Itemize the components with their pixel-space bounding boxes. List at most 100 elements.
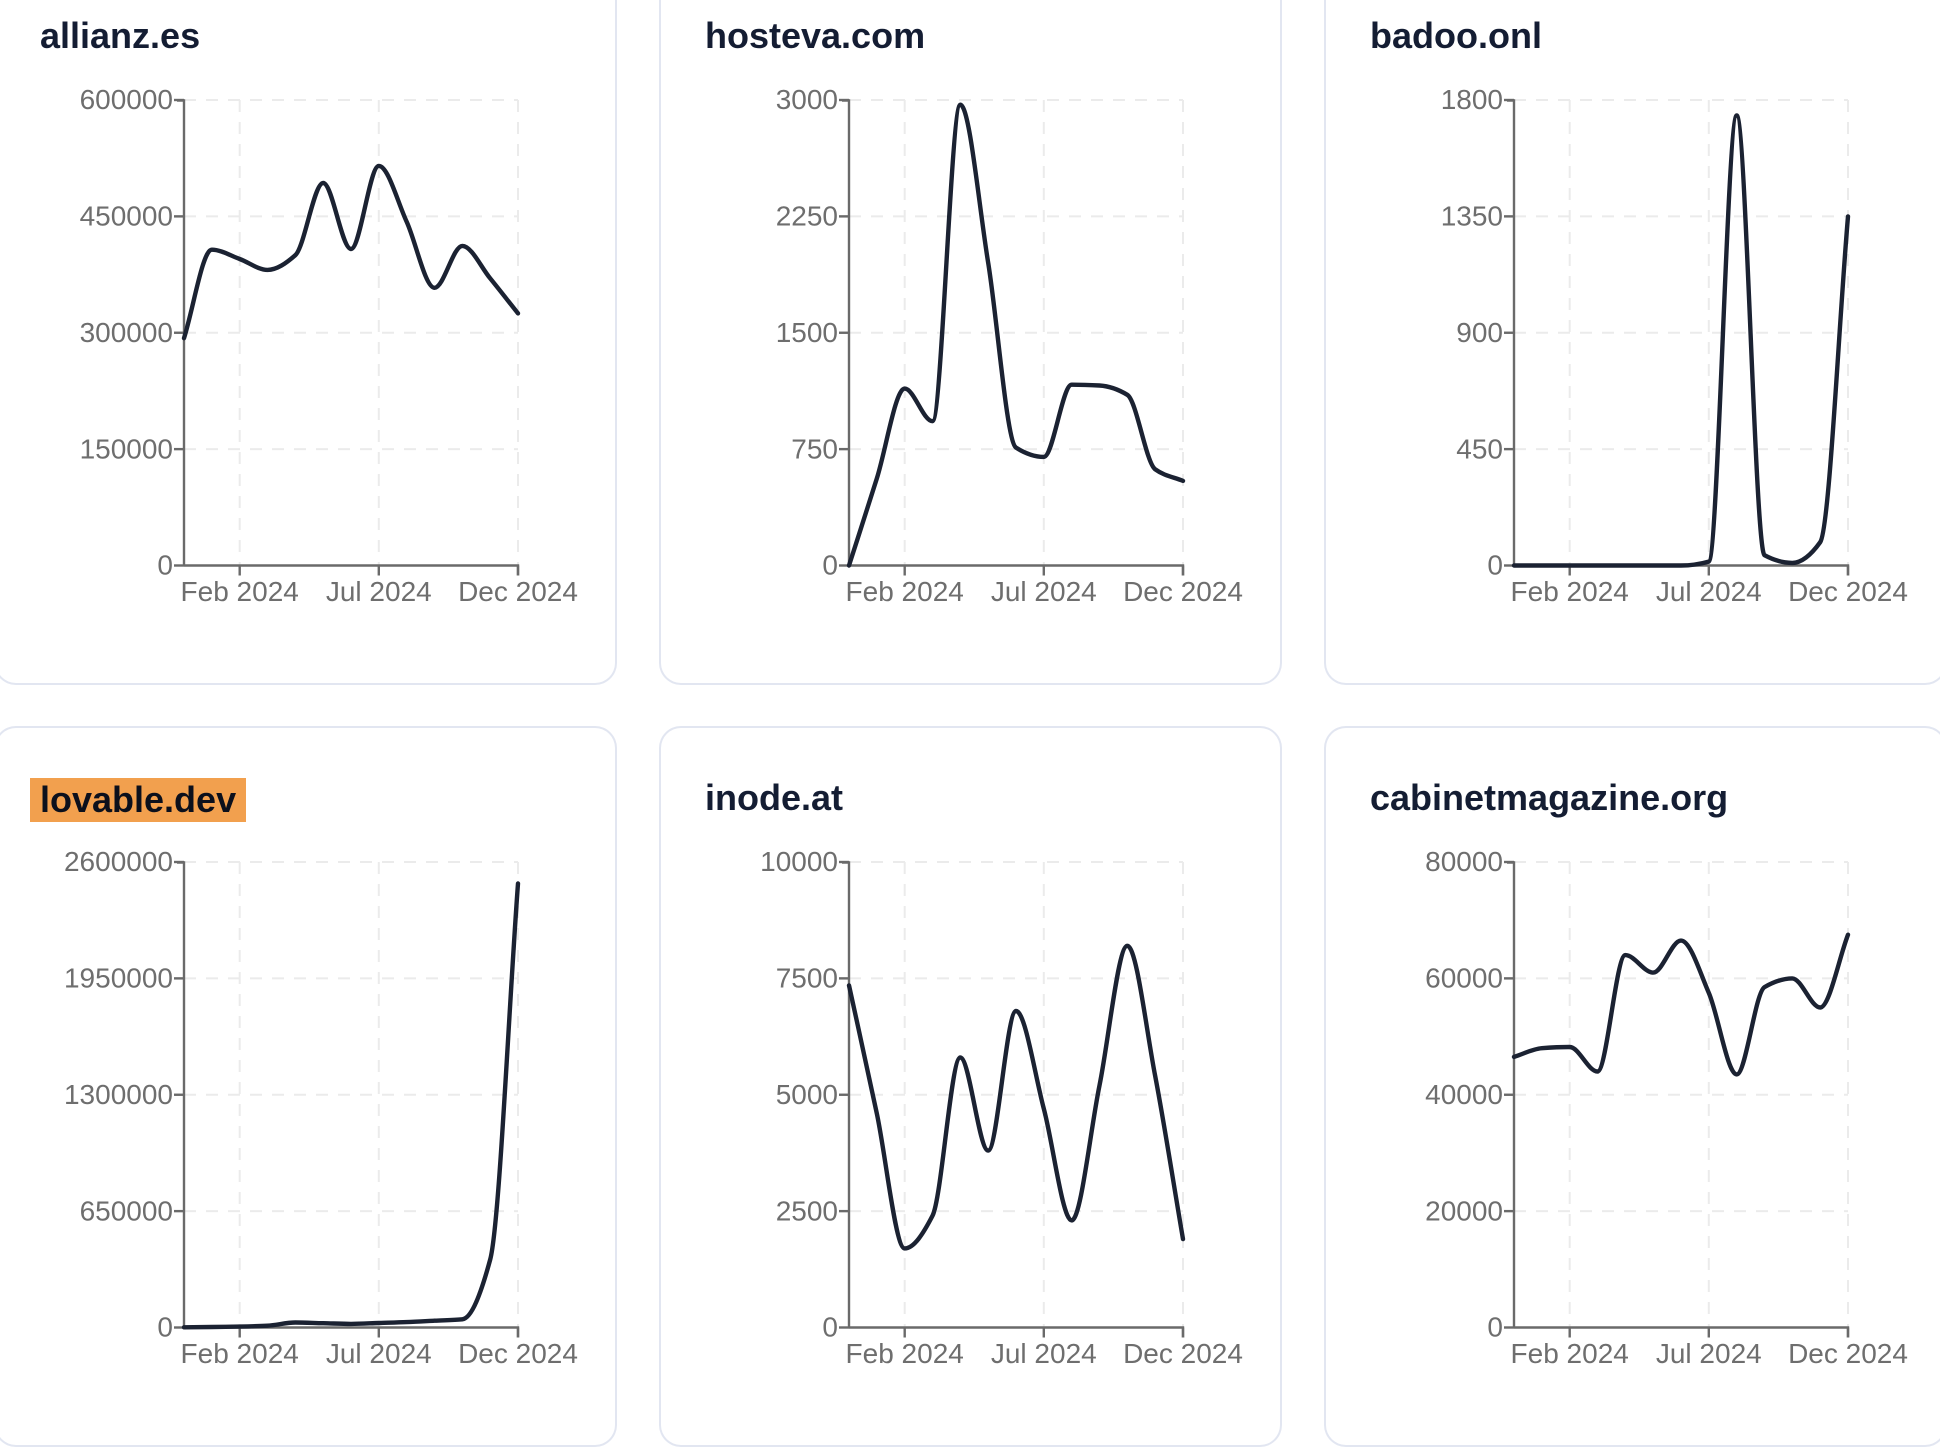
- line-chart: 0 20000 40000 60000 80000 Feb 2024 Jul 2024 Dec…: [1425, 846, 1908, 1369]
- x-axis: [1514, 1326, 1850, 1338]
- gridlines: [1514, 99, 1849, 566]
- y-tick-label: 450000: [80, 201, 173, 232]
- chart-title: hosteva.com: [705, 16, 925, 56]
- y-tick-label: 80000: [1425, 846, 1503, 877]
- series-line: [1511, 113, 1851, 568]
- y-tick-label: 0: [157, 1312, 173, 1343]
- x-axis: [184, 564, 520, 576]
- line-chart: 0 650000 1300000 1950000 2600000 Feb 2024 Jul …: [64, 846, 578, 1369]
- chart-title: inode.at: [705, 778, 843, 818]
- x-tick-labels: Feb 2024 Jul 2024 Dec 2024: [846, 576, 1243, 607]
- chart-title: cabinetmagazine.org: [1370, 778, 1728, 818]
- axes: [839, 98, 1185, 576]
- y-tick-label: 0: [157, 550, 173, 581]
- gridlines: [849, 99, 1184, 566]
- y-tick-label: 1800: [1441, 84, 1503, 115]
- line-chart: 0 450 900 1350 1800 Feb 2024 Jul 2024 Dec 2024: [1441, 84, 1908, 607]
- x-tick-label: Jul 2024: [326, 576, 432, 607]
- x-axis: [184, 1326, 520, 1338]
- y-tick-label: 750: [791, 433, 838, 464]
- y-tick-labels: 0 750 1500 2250 3000: [776, 84, 838, 581]
- y-tick-label: 40000: [1425, 1079, 1503, 1110]
- gridlines: [1514, 861, 1849, 1328]
- y-tick-label: 650000: [80, 1195, 173, 1226]
- x-tick-label: Dec 2024: [1788, 1338, 1908, 1369]
- line-chart: 0 150000 300000 450000 600000 Feb 2024 Jul 202…: [80, 84, 578, 607]
- x-tick-label: Jul 2024: [1656, 576, 1762, 607]
- y-tick-labels: 0 150000 300000 450000 600000: [80, 84, 173, 581]
- x-tick-label: Feb 2024: [181, 1338, 299, 1369]
- y-tick-labels: 0 2500 5000 7500 10000: [760, 846, 838, 1343]
- x-tick-label: Feb 2024: [1511, 1338, 1629, 1369]
- x-tick-label: Jul 2024: [991, 576, 1097, 607]
- x-tick-label: Dec 2024: [1123, 576, 1243, 607]
- gridlines: [849, 861, 1184, 1328]
- y-tick-label: 1500: [776, 317, 838, 348]
- y-tick-label: 1950000: [64, 963, 173, 994]
- x-axis: [849, 1326, 1185, 1338]
- axes: [1504, 860, 1850, 1338]
- y-tick-label: 60000: [1425, 963, 1503, 994]
- series-line: [181, 163, 521, 341]
- y-tick-labels: 0 650000 1300000 1950000 2600000: [64, 846, 173, 1343]
- x-tick-labels: Feb 2024 Jul 2024 Dec 2024: [181, 1338, 578, 1369]
- x-tick-label: Dec 2024: [1123, 1338, 1243, 1369]
- axes: [1504, 98, 1850, 576]
- x-tick-labels: Feb 2024 Jul 2024 Dec 2024: [181, 576, 578, 607]
- y-tick-labels: 0 20000 40000 60000 80000: [1425, 846, 1503, 1343]
- chart-card-lovable-dev: lovable.dev 0 650000 1300000 1950000 2600000…: [0, 728, 615, 1445]
- y-tick-label: 2250: [776, 201, 838, 232]
- y-tick-label: 3000: [776, 84, 838, 115]
- chart-title-text-highlighted: lovable.dev: [30, 778, 247, 822]
- x-tick-labels: Feb 2024 Jul 2024 Dec 2024: [846, 1338, 1243, 1369]
- x-tick-label: Jul 2024: [991, 1338, 1097, 1369]
- chart-title: badoo.onl: [1370, 16, 1542, 56]
- chart-card-inode-at: inode.at 0 2500 5000 7500 10000 Feb 2024 Jul 2…: [661, 728, 1280, 1445]
- gridlines: [184, 861, 519, 1328]
- y-tick-label: 1350: [1441, 201, 1503, 232]
- y-tick-label: 10000: [760, 846, 838, 877]
- y-tick-label: 900: [1456, 317, 1503, 348]
- y-tick-label: 300000: [80, 317, 173, 348]
- chart-card-hosteva-com: hosteva.com 0 750 1500 2250 3000 Feb 2024 Jul …: [661, 0, 1280, 683]
- line-chart: 0 750 1500 2250 3000 Feb 2024 Jul 2024 Dec 2024: [776, 84, 1243, 607]
- chart-title-text: cabinetmagazine.org: [1370, 777, 1729, 818]
- x-tick-label: Jul 2024: [326, 1338, 432, 1369]
- y-tick-label: 150000: [80, 433, 173, 464]
- chart-card-badoo-onl: badoo.onl 0 450 900 1350 1800 Feb 2024 Jul 202…: [1326, 0, 1940, 683]
- chart-title-text: allianz.es: [40, 15, 201, 56]
- series-line: [1511, 932, 1851, 1077]
- x-tick-label: Jul 2024: [1656, 1338, 1762, 1369]
- y-tick-label: 0: [822, 1312, 838, 1343]
- gridlines: [184, 99, 519, 566]
- y-tick-label: 0: [1487, 550, 1503, 581]
- x-tick-label: Feb 2024: [181, 576, 299, 607]
- chart-title-text: badoo.onl: [1370, 15, 1542, 56]
- series-line: [846, 943, 1186, 1251]
- x-tick-label: Dec 2024: [458, 576, 578, 607]
- axes: [174, 860, 520, 1338]
- y-tick-label: 0: [822, 550, 838, 581]
- x-tick-label: Feb 2024: [846, 576, 964, 607]
- y-tick-label: 450: [1456, 433, 1503, 464]
- series-line: [846, 102, 1186, 568]
- chart-card-allianz-es: allianz.es 0 150000 300000 450000 600000 Feb …: [0, 0, 615, 683]
- y-tick-label: 7500: [776, 963, 838, 994]
- line-chart: 0 2500 5000 7500 10000 Feb 2024 Jul 2024 Dec 20…: [760, 846, 1243, 1369]
- x-tick-label: Feb 2024: [846, 1338, 964, 1369]
- x-tick-label: Dec 2024: [1788, 576, 1908, 607]
- series-line: [181, 881, 521, 1330]
- axes: [839, 860, 1185, 1338]
- x-axis: [849, 564, 1185, 576]
- y-tick-label: 0: [1487, 1312, 1503, 1343]
- y-tick-label: 1300000: [64, 1079, 173, 1110]
- chart-title-text: inode.at: [705, 777, 844, 818]
- chart-title: allianz.es: [40, 16, 200, 56]
- y-tick-label: 2500: [776, 1195, 838, 1226]
- y-tick-label: 20000: [1425, 1195, 1503, 1226]
- y-tick-label: 2600000: [64, 846, 173, 877]
- x-tick-labels: Feb 2024 Jul 2024 Dec 2024: [1511, 576, 1908, 607]
- x-tick-labels: Feb 2024 Jul 2024 Dec 2024: [1511, 1338, 1908, 1369]
- x-tick-label: Dec 2024: [458, 1338, 578, 1369]
